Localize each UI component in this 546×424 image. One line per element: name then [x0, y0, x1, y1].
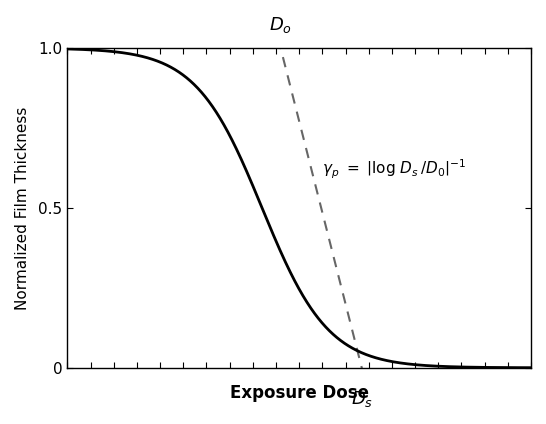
Text: $D_s$: $D_s$ [351, 388, 373, 409]
X-axis label: Exposure Dose: Exposure Dose [230, 384, 369, 402]
Y-axis label: Normalized Film Thickness: Normalized Film Thickness [15, 106, 30, 310]
Text: $\gamma_p\ =\ \left|\log\,D_s\,/D_0\right|^{-1}$: $\gamma_p\ =\ \left|\log\,D_s\,/D_0\righ… [322, 158, 466, 181]
Text: $D_o$: $D_o$ [269, 15, 292, 35]
